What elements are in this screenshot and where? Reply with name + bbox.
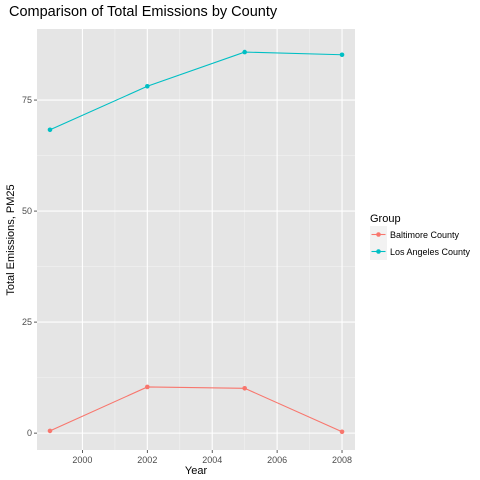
- y-tick-label: 75: [22, 95, 32, 105]
- data-point-baltimore-county: [339, 429, 345, 435]
- data-point-los-angeles-county: [145, 83, 150, 89]
- x-tick-label: 2008: [332, 455, 352, 465]
- data-point-baltimore-county: [145, 384, 150, 390]
- data-point-los-angeles-county: [47, 127, 53, 133]
- x-tick-label: 2000: [72, 455, 92, 465]
- x-tick-label: 2004: [202, 455, 222, 465]
- plot-panel: [37, 29, 355, 450]
- x-axis: 2000 2002 2004 2006 2008: [72, 450, 352, 465]
- y-axis-title: Total Emissions, PM25: [5, 184, 17, 295]
- data-point-baltimore-county: [47, 428, 53, 434]
- grid-major: [37, 29, 355, 450]
- data-point-los-angeles-county: [242, 49, 247, 55]
- legend: Group Baltimore County Los Angeles County: [370, 213, 471, 260]
- legend-keys: Baltimore County Los Angeles County: [370, 226, 471, 260]
- series-layer: [47, 49, 345, 435]
- data-point-baltimore-county: [242, 385, 247, 391]
- y-tick-label: 25: [22, 317, 32, 327]
- series-line-los-angeles-county: [49, 51, 343, 131]
- y-tick-label: 50: [22, 206, 32, 216]
- series-line-baltimore-county: [49, 386, 343, 433]
- x-tick-label: 2002: [137, 455, 157, 465]
- y-axis: 0 25 50 75: [22, 95, 37, 438]
- x-tick-label: 2006: [267, 455, 287, 465]
- x-axis-title: Year: [185, 465, 208, 477]
- legend-label-baltimore-county: Baltimore County: [390, 230, 460, 240]
- data-point-los-angeles-county: [339, 52, 345, 58]
- legend-key-point-los-angeles-county: [376, 249, 381, 254]
- legend-key-point-baltimore-county: [376, 232, 381, 237]
- y-tick-label: 0: [27, 428, 32, 438]
- grid-minor: [37, 29, 355, 450]
- chart-title: Comparison of Total Emissions by County: [9, 4, 278, 20]
- legend-label-los-angeles-county: Los Angeles County: [390, 247, 471, 257]
- legend-title: Group: [370, 213, 401, 225]
